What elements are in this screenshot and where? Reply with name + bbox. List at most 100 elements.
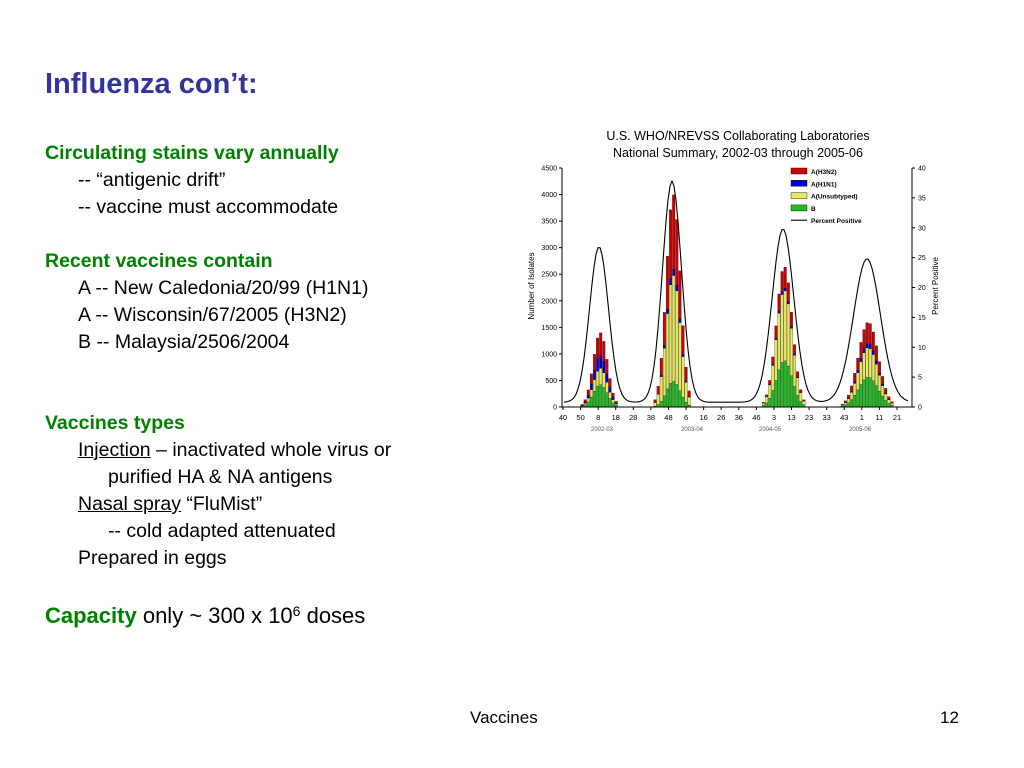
- bar-segment: [659, 401, 663, 408]
- legend-label: A(H3N2): [811, 169, 837, 176]
- y-tick-label: 4500: [541, 166, 557, 173]
- bar-segment: [859, 358, 863, 362]
- influenza-chart: 0 500 1000 1500 2000 2500 3000 3500 4000 4500 0 5 1…: [527, 166, 940, 434]
- bar-segment: [868, 377, 872, 408]
- bar-segment: [793, 353, 796, 356]
- bar-segment: [666, 388, 669, 408]
- x-axis-ticks: 40 50 8 18 28 38 48 6 16 26 36 46 3 13 23 33 43 1 11 21: [559, 407, 901, 422]
- bar-segment: [799, 392, 803, 402]
- bar-segment: [780, 271, 784, 292]
- x-tick-label: 3: [772, 413, 776, 422]
- legend-label: A(H1N1): [811, 181, 837, 188]
- y-tick-label: 0: [553, 405, 557, 412]
- bar-segment: [653, 402, 657, 407]
- bar-segment: [672, 194, 676, 270]
- bullet-vaccine-accommodate: -- vaccine must accommodate: [78, 196, 339, 218]
- injection-label: Injection: [78, 439, 151, 461]
- bar-segment: [793, 386, 796, 408]
- bar-segment: [786, 301, 790, 305]
- bar-segment: [878, 372, 881, 376]
- capacity-label: Capacity: [45, 603, 137, 628]
- x-tick-label: 46: [752, 413, 760, 422]
- bar-segment: [602, 360, 606, 374]
- bar-segment: [608, 392, 612, 399]
- bar-segment: [874, 345, 878, 362]
- bar-segment: [771, 364, 775, 366]
- left-axis-ticks: 0 500 1000 1500 2000 2500 3000 3500 4000 4500: [541, 166, 562, 412]
- bullet-injection-cont: purified HA & NA antigens: [108, 466, 333, 488]
- bar-segment: [687, 390, 691, 397]
- bar-segment: [681, 397, 685, 408]
- bar-segment: [777, 369, 781, 408]
- bar-segment: [868, 348, 872, 378]
- bar-segment: [774, 380, 778, 408]
- bar-segment: [765, 396, 769, 404]
- bullet-nasal-cont: -- cold adapted attenuated: [108, 520, 336, 542]
- bullet-prepared-eggs: Prepared in eggs: [78, 547, 227, 569]
- bar-segment: [662, 395, 666, 408]
- bar-segment: [777, 293, 781, 312]
- section-heading-vaccine-types: Vaccines types: [45, 412, 185, 434]
- x-tick-label: 40: [559, 413, 567, 422]
- bar-segment: [672, 269, 676, 276]
- bar-segment: [678, 390, 682, 408]
- bullet-antigenic-drift: -- “antigenic drift”: [78, 169, 226, 191]
- bar-segment: [878, 375, 881, 392]
- bar-segment: [675, 285, 679, 291]
- bullet-strain-h1n1: A -- New Caledonia/20/99 (H1N1): [78, 277, 369, 299]
- bar-segment: [874, 385, 878, 408]
- bar-segment: [874, 360, 878, 365]
- bar-segment: [850, 391, 854, 393]
- season-label: 2005-06: [849, 427, 872, 433]
- bar-segment: [887, 403, 891, 408]
- bar-segment: [596, 386, 600, 408]
- bar-segment: [847, 394, 850, 399]
- bar-segment: [608, 378, 612, 388]
- legend-label: B: [811, 206, 816, 213]
- bar-segment: [765, 394, 769, 397]
- bar-segment: [666, 308, 669, 314]
- bar-segment: [662, 348, 666, 396]
- bar-segment: [656, 386, 660, 394]
- bar-segment: [653, 399, 657, 403]
- bar-segment: [840, 404, 844, 407]
- bar-segment: [853, 395, 857, 408]
- capacity-exponent: 6: [292, 603, 301, 619]
- x-tick-label: 21: [893, 413, 901, 422]
- season-label: 2003-04: [681, 427, 704, 433]
- bar-segment: [687, 396, 691, 406]
- bar-segment: [593, 391, 596, 408]
- bar-segment: [605, 392, 609, 408]
- bar-segment: [850, 385, 854, 392]
- bar-segment: [678, 322, 682, 391]
- bar-segment: [611, 397, 615, 400]
- bar-segment: [853, 381, 857, 384]
- bar-segment: [786, 365, 790, 408]
- bar-segment: [589, 389, 593, 398]
- bar-segment: [881, 385, 885, 397]
- x-tick-label: 33: [823, 413, 831, 422]
- y-tick-label: 2500: [541, 272, 557, 279]
- bar-segment: [783, 360, 787, 408]
- bar-segment: [681, 354, 685, 357]
- footer-section: Vaccines: [470, 708, 538, 727]
- bullet-injection: Injection – inactivated whole virus or: [45, 437, 515, 464]
- bar-segment: [783, 290, 787, 361]
- chart-title-line1: U.S. WHO/NREVSS Collaborating Laboratori…: [606, 129, 870, 143]
- bar-segment: [662, 345, 666, 349]
- bar-segment: [684, 402, 688, 408]
- bar-segment: [799, 389, 803, 393]
- bar-segment: [672, 381, 676, 408]
- bar-segment: [871, 354, 875, 381]
- bar-segment: [586, 389, 590, 396]
- x-tick-label: 1: [860, 413, 864, 422]
- bar-segment: [853, 373, 857, 382]
- bar-segment: [583, 403, 587, 405]
- bar-segment: [802, 400, 806, 405]
- percent-positive-line: [563, 179, 909, 403]
- x-tick-label: 38: [647, 413, 655, 422]
- bar-segment: [799, 401, 803, 408]
- x-tick-label: 6: [684, 413, 688, 422]
- season-label: 2004-05: [759, 427, 782, 433]
- capacity-unit: doses: [300, 603, 366, 628]
